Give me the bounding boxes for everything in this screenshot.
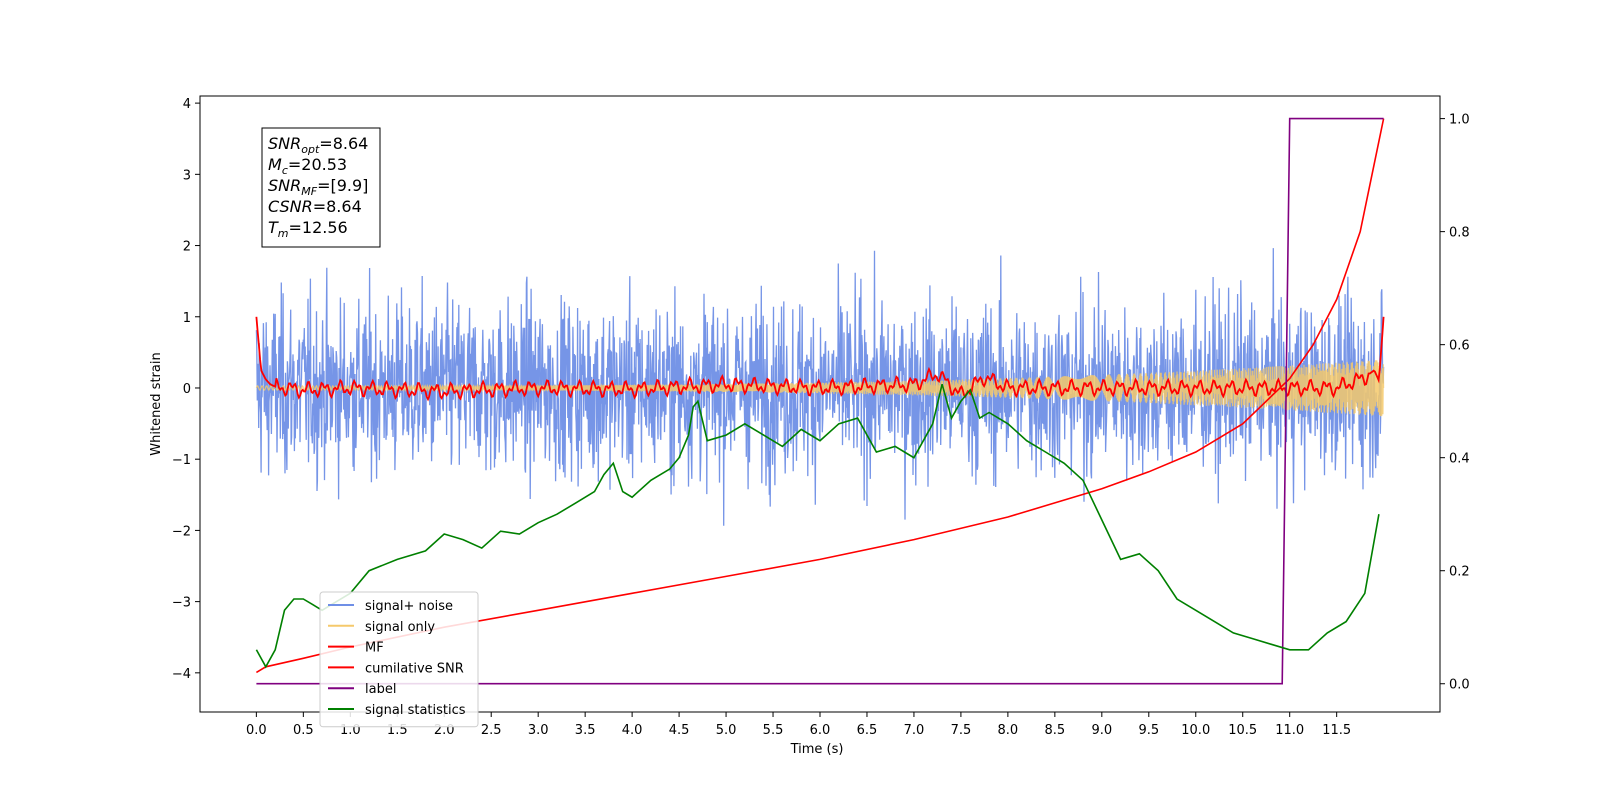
x-tick-label: 5.5 xyxy=(763,723,784,738)
x-tick-label: 3.5 xyxy=(575,723,596,738)
x-tick-label: 9.0 xyxy=(1091,723,1112,738)
y-axis: 4 3 2 1 0 −1 −2 −3 −4 xyxy=(172,97,200,682)
info-box-frame xyxy=(261,127,381,248)
x-tick-label: 6.5 xyxy=(857,723,878,738)
info-line: Mc=20.53 xyxy=(268,155,347,177)
legend-frame xyxy=(319,591,479,728)
info-line: SNRopt=8.64 xyxy=(268,134,368,156)
x-tick-label: 8.0 xyxy=(998,723,1019,738)
info-line: Tm=12.56 xyxy=(268,218,348,240)
y2-tick-label: 0.4 xyxy=(1449,452,1470,467)
x-tick-label: 10.5 xyxy=(1228,723,1257,738)
x-tick-label: 7.0 xyxy=(904,723,925,738)
y-tick-label: −1 xyxy=(172,453,191,468)
x-tick-label: 8.5 xyxy=(1045,723,1066,738)
series-mf xyxy=(255,316,1385,402)
x-tick-label: 7.5 xyxy=(951,723,972,738)
x-tick-label: 0.0 xyxy=(246,723,267,738)
y-tick-label: −4 xyxy=(172,667,191,682)
legend-label-signal-statistics: signal statistics xyxy=(365,703,466,718)
legend: signal+ noise signal only MF cumilative SNR… xyxy=(319,591,479,728)
y-axis-label: Whitened strain xyxy=(149,352,164,455)
series-signal-only xyxy=(255,360,1385,417)
series-signal-noise xyxy=(255,248,1385,526)
y-tick-label: 0 xyxy=(183,382,191,397)
y2-tick-label: 0.0 xyxy=(1449,678,1470,693)
y-tick-label: 1 xyxy=(183,311,191,326)
y-tick-label: −2 xyxy=(172,524,191,539)
x-tick-label: 11.0 xyxy=(1275,723,1304,738)
x-tick-label: 3.0 xyxy=(528,723,549,738)
y-tick-label: 2 xyxy=(183,240,191,255)
x-tick-label: 2.5 xyxy=(481,723,502,738)
x-axis-label: Time (s) xyxy=(790,742,844,757)
y-tick-label: 4 xyxy=(183,97,191,112)
y-tick-label: 3 xyxy=(183,168,191,183)
x-tick-label: 4.5 xyxy=(669,723,690,738)
info-line: CSNR=8.64 xyxy=(268,197,362,216)
legend-label-label: label xyxy=(365,682,396,697)
legend-label-mf: MF xyxy=(365,641,384,656)
y2-axis: 1.0 0.8 0.6 0.4 0.2 0.0 xyxy=(1440,113,1470,693)
legend-label-cumilative-snr: cumilative SNR xyxy=(365,661,464,676)
legend-label-signal-noise: signal+ noise xyxy=(365,599,453,614)
y-tick-label: −3 xyxy=(172,596,191,611)
x-tick-label: 5.0 xyxy=(716,723,737,738)
y2-tick-label: 0.2 xyxy=(1449,565,1470,580)
legend-label-signal-only: signal only xyxy=(365,620,435,635)
x-tick-label: 0.5 xyxy=(293,723,314,738)
info-line: SNRMF=[9.9] xyxy=(268,176,368,198)
series-label xyxy=(256,117,1384,685)
y2-tick-label: 1.0 xyxy=(1449,113,1470,128)
x-tick-label: 9.5 xyxy=(1138,723,1159,738)
series-signal-statistics xyxy=(255,383,1380,669)
y2-tick-label: 0.8 xyxy=(1449,226,1470,241)
x-tick-label: 4.0 xyxy=(622,723,643,738)
y2-tick-label: 0.6 xyxy=(1449,339,1470,354)
x-tick-label: 10.0 xyxy=(1181,723,1210,738)
x-tick-label: 11.5 xyxy=(1322,723,1351,738)
x-tick-label: 6.0 xyxy=(810,723,831,738)
